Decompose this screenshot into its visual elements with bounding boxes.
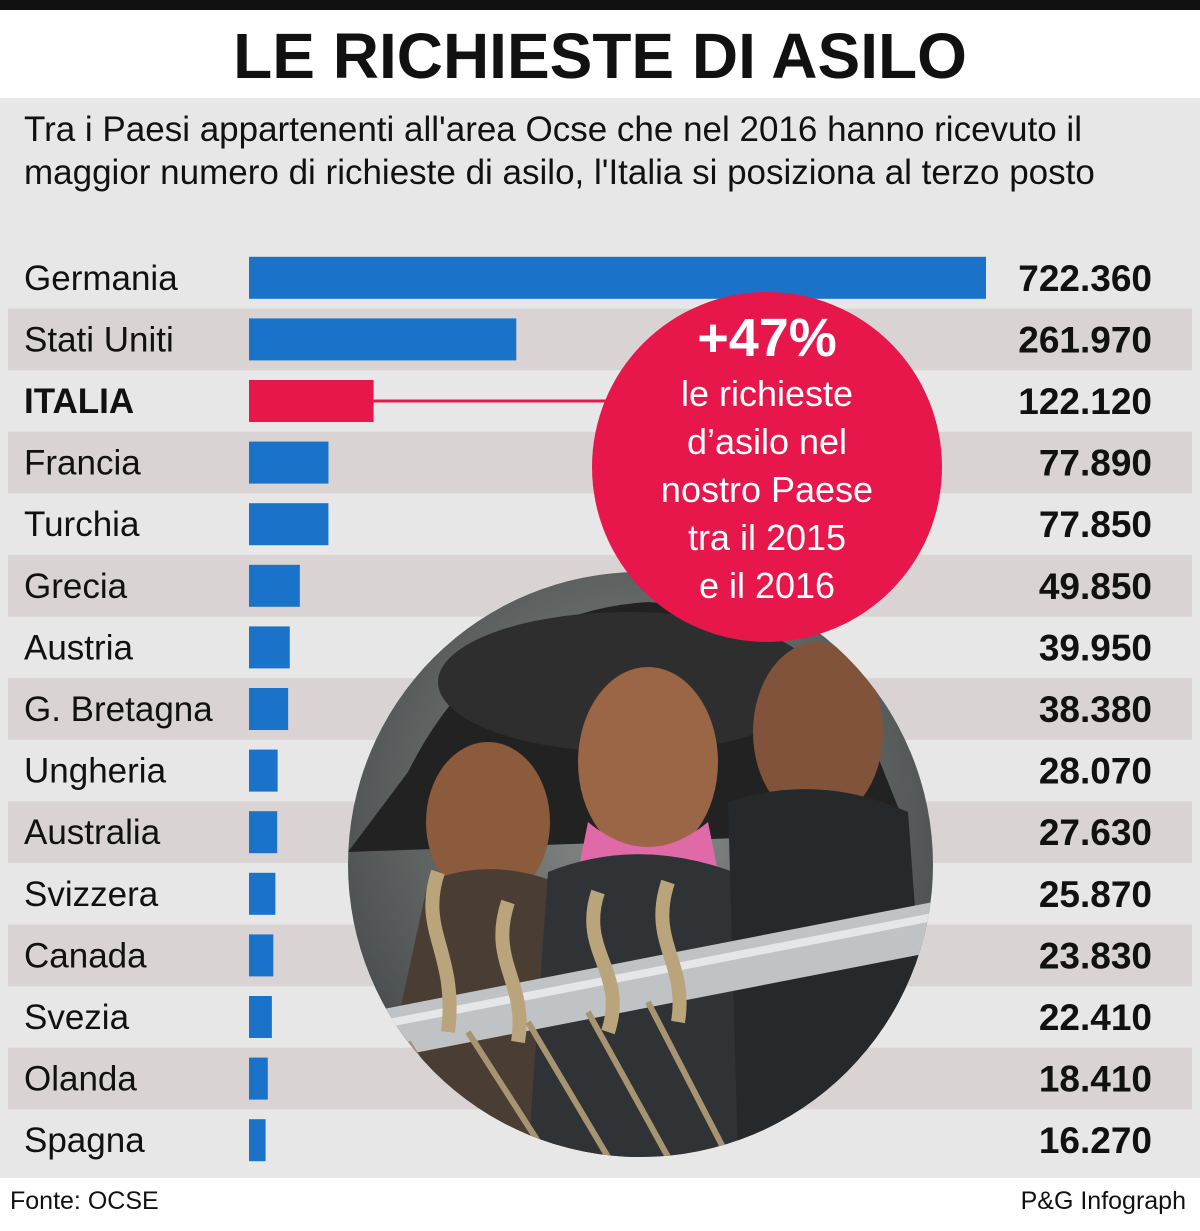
value-label: 49.850 xyxy=(1039,566,1152,607)
value-label: 261.970 xyxy=(1018,319,1152,360)
value-label: 25.870 xyxy=(1039,874,1152,915)
value-label: 38.380 xyxy=(1039,689,1152,730)
value-label: 27.630 xyxy=(1039,812,1152,853)
category-label: Austria xyxy=(24,628,133,667)
category-label: Turchia xyxy=(24,505,140,544)
chart-title: LE RICHIESTE DI ASILO xyxy=(233,20,967,92)
value-label: 18.410 xyxy=(1039,1059,1152,1100)
credit-note: P&G Infograph xyxy=(1020,1187,1186,1215)
refugees-photo-illustration xyxy=(348,572,933,1157)
category-label: Svizzera xyxy=(24,875,159,914)
value-label: 77.850 xyxy=(1039,504,1152,545)
category-label: Olanda xyxy=(24,1060,137,1099)
value-label: 28.070 xyxy=(1039,751,1152,792)
bar xyxy=(249,503,329,546)
category-label: Grecia xyxy=(24,567,128,606)
bar xyxy=(249,626,290,669)
category-label: Canada xyxy=(24,936,147,975)
category-label: Svezia xyxy=(24,998,130,1037)
category-label: Stati Uniti xyxy=(24,320,174,359)
value-label: 23.830 xyxy=(1039,935,1152,976)
value-label: 16.270 xyxy=(1039,1120,1152,1161)
badge-text: le richieste d’asilo nel nostro Paese tr… xyxy=(660,373,874,606)
top-rule xyxy=(0,0,1200,10)
category-label: ITALIA xyxy=(24,382,134,421)
category-label: G. Bretagna xyxy=(24,690,213,729)
bar xyxy=(249,318,517,361)
value-label: 77.890 xyxy=(1039,443,1152,484)
bar xyxy=(249,564,300,607)
badge-percent: +47% xyxy=(697,308,837,368)
category-label: Germania xyxy=(24,259,178,298)
bar xyxy=(249,996,272,1038)
value-label: 22.410 xyxy=(1039,997,1152,1038)
bar-highlight xyxy=(249,380,374,422)
category-label: Francia xyxy=(24,444,141,483)
bar xyxy=(249,256,986,299)
row-stripe xyxy=(8,308,1192,371)
category-label: Spagna xyxy=(24,1121,145,1160)
bar xyxy=(249,1057,268,1100)
bar xyxy=(249,749,278,792)
value-label: 722.360 xyxy=(1018,258,1152,299)
category-label: Australia xyxy=(24,813,161,852)
percent-badge: +47% le richieste d’asilo nel nostro Pae… xyxy=(592,292,942,642)
source-note: Fonte: OCSE xyxy=(10,1187,159,1215)
value-label: 39.950 xyxy=(1039,627,1152,668)
bar xyxy=(249,1119,266,1162)
bar xyxy=(249,688,289,730)
value-label: 122.120 xyxy=(1018,381,1152,422)
bar xyxy=(249,811,278,854)
bar xyxy=(249,872,276,915)
bar xyxy=(249,934,274,977)
chart-subtitle: Tra i Paesi appartenenti all'area Ocse c… xyxy=(24,110,1095,192)
bar xyxy=(249,441,329,484)
category-label: Ungheria xyxy=(24,752,167,791)
refugees-photo xyxy=(348,572,933,1157)
